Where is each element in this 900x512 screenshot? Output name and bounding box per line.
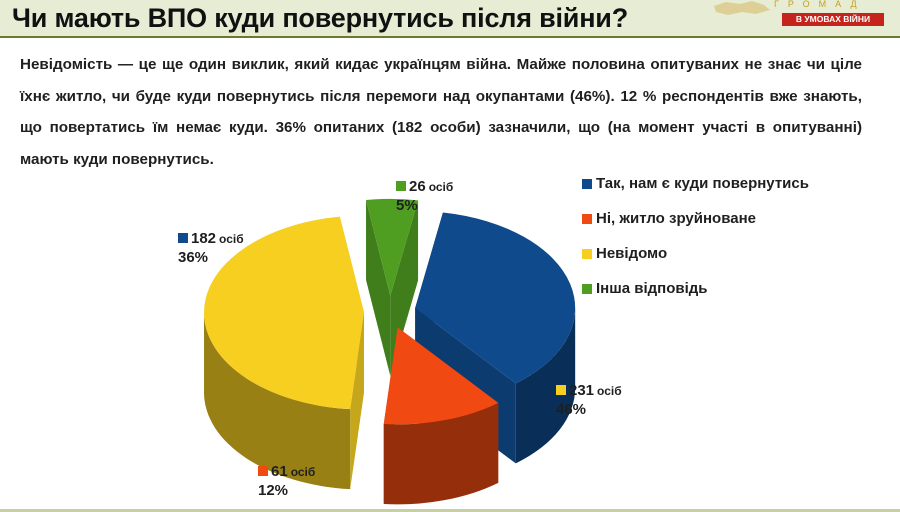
data-label-swatch-destroyed [258,466,268,476]
page-title: Чи мають ВПО куди повернутись після війн… [12,3,628,33]
slice-other-start-wall [366,200,391,376]
logo-name: ГРОМАД [774,0,866,9]
data-label-swatch-yes [178,233,188,243]
data-label-other: 26 осіб 5% [396,178,453,214]
data-label-percent-unknown: 46% [556,401,587,418]
data-label-count-unknown: 231 [569,382,595,399]
logo-map-mark [714,1,770,15]
data-label-percent-destroyed: 12% [258,482,289,499]
data-label-count-destroyed: 61 [271,463,288,480]
data-label-percent-yes: 36% [178,249,209,266]
legend-label-unknown: Невідомо [596,245,668,262]
pie-chart [204,198,576,505]
slice-unknown-outer-wall [204,312,351,490]
data-label-count-other: 26 [409,178,426,195]
intro-paragraph: Невідомість — це ще один виклик, який ки… [20,56,862,168]
title-bar: Чи мають ВПО куди повернутись після війн… [0,0,900,36]
slice-destroyed-top [383,327,499,425]
legend-label-yes: Так, нам є куди повернутись [596,175,809,192]
data-label-unknown: 231 осіб 46% [556,382,622,418]
slice-yes-top [415,212,576,384]
slice-yes-outer-wall [515,307,576,464]
data-label-percent-other: 5% [396,197,418,214]
logo-ribbon: В УМОВАХ ВІЙНИ [782,13,884,26]
data-label-unit-destroyed: осіб [290,465,316,479]
legend-swatch-unknown [582,249,592,259]
legend-label-other: Інша відповідь [596,280,708,297]
pie-slices [204,198,576,505]
slice-destroyed [383,327,499,505]
data-label-unit-unknown: осіб [597,384,622,398]
slice-unknown [204,216,365,490]
legend-swatch-yes [582,179,592,189]
legend-label-destroyed: Ні, житло зруйноване [596,210,756,227]
data-label-unit-yes: осіб [219,232,244,246]
logo: ГРОМАД В УМОВАХ ВІЙНИ [712,0,887,34]
data-label-swatch-unknown [556,385,566,395]
legend-swatch-other [582,284,592,294]
data-label-swatch-other [396,181,406,191]
data-label-unit-other: осіб [428,180,454,194]
legend-swatch-destroyed [582,214,592,224]
slice-other-top [366,198,419,296]
slice-unknown-top [204,216,365,410]
data-label-destroyed: 61 осіб 12% [258,463,315,499]
slice-destroyed-outer-wall [383,402,499,505]
title-rule [0,36,900,38]
data-label-count-yes: 182 [191,230,217,247]
data-label-yes: 182 осіб 36% [178,230,244,266]
bottom-rule [0,509,900,512]
